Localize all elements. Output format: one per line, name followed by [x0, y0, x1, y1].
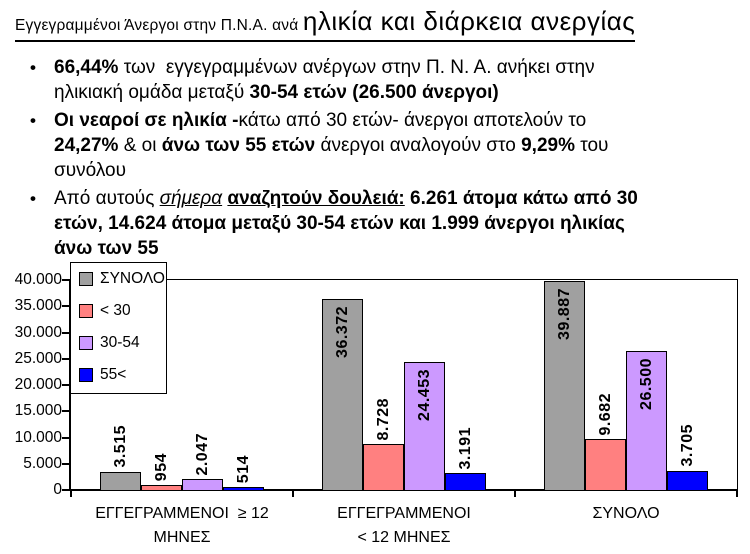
y-tick-mark [62, 410, 69, 413]
category-label-line: ΕΓΓΕΓΡΑΜΜΕΝΟΙ ≥ 12 [95, 505, 269, 522]
bar [322, 299, 363, 490]
y-tick-mark [62, 357, 69, 360]
bar-value-label: 9.682 [596, 392, 614, 436]
bullet-segment: Από αυτούς [54, 188, 160, 209]
legend-item: 55< [79, 366, 127, 383]
bullet-marker-icon: • [30, 111, 36, 130]
y-tick-label: 0 [53, 481, 62, 498]
x-tick-mark [70, 490, 72, 497]
bar-value-label: 954 [152, 452, 170, 481]
bar-value-label: 3.705 [678, 424, 696, 467]
bullet-segment: των εγγεγραμμένων ανέργων στην Π. Ν. Α. … [54, 57, 595, 103]
bar-value-label: 36.372 [333, 306, 351, 358]
bullet-item: • Από αυτούς σήμερα αναζητούν δουλειά: 6.… [30, 186, 736, 261]
bar-value-label: 8.728 [374, 397, 392, 441]
legend-swatch [79, 272, 93, 286]
bullet-segment: άνεργοι αναλογούν στο [315, 135, 522, 156]
bullet-marker-icon: • [30, 189, 36, 208]
bar [585, 439, 626, 490]
bullet-text: Από αυτούς σήμερα αναζητούν δουλειά: 6.2… [54, 186, 638, 261]
bullet-segment: του συνόλου [54, 135, 609, 181]
bar [223, 487, 264, 490]
bar-value-label: 26.500 [637, 357, 655, 410]
bullet-segment: κάτω από 30 ετών- άνεργοι αποτελούν το [238, 110, 587, 131]
category-label: ΕΓΓΕΓΡΑΜΜΕΝΟΙ ≥ 12 ΜΗΝΕΣ [71, 502, 293, 550]
y-tick-label: 10.000 [14, 428, 62, 446]
bar-value-label: 2.047 [193, 432, 211, 476]
bar [445, 473, 486, 490]
legend-label: ΣΥΝΟΛΟ [100, 270, 165, 287]
x-tick-mark [292, 490, 294, 497]
title-main: ηλικία και διάρκεια ανεργίας [302, 6, 636, 36]
bullet-segment: Οι νεαροί σε ηλικία - [54, 110, 239, 131]
legend-label: < 30 [100, 302, 131, 319]
legend-swatch [79, 336, 93, 350]
category-label: ΕΓΓΕΓΡΑΜΜΕΝΟΙ < 12 ΜΗΝΕΣ [293, 502, 515, 550]
y-tick-label: 5.000 [23, 454, 62, 472]
title-prefix: Εγγεγραμμένοι Άνεργοι στην Π.Ν.Α. ανά [15, 17, 303, 34]
bullet-text: Οι νεαροί σε ηλικία -κάτω από 30 ετών- ά… [54, 108, 608, 183]
x-tick-mark [736, 490, 738, 497]
bullet-text: 66,44% των εγγεγραμμένων ανέργων στην Π.… [54, 55, 595, 105]
bar-value-label: 3.191 [456, 426, 474, 470]
y-tick-mark [62, 279, 69, 281]
bar [100, 471, 141, 490]
y-tick-mark [62, 305, 69, 308]
bullet-marker-icon: • [30, 58, 36, 77]
bar [626, 350, 667, 490]
bullet-segment: αναζητούν δουλειά: [227, 188, 405, 209]
slide-title: Εγγεγραμμένοι Άνεργοι στην Π.Ν.Α. ανά ηλ… [15, 6, 636, 42]
bullet-segment: σήμερα [159, 188, 223, 209]
bullet-segment: & οι [118, 135, 162, 156]
bar [363, 444, 404, 490]
category-label-line: ΕΓΓΕΓΡΑΜΜΕΝΟΙ [337, 505, 471, 522]
y-tick-mark [62, 436, 69, 439]
bar-value-label: 3.515 [111, 425, 129, 468]
bullet-segment: 9,29% [521, 135, 575, 156]
bar [544, 280, 585, 490]
bullet-segment: 6.261 άτομα κάτω από 30 ετών, 14.624 άτο… [54, 188, 638, 259]
y-tick-label: 20.000 [14, 376, 62, 393]
bar [667, 470, 708, 490]
bullet-segment: 30-54 ετών (26.500 άνεργοι) [249, 82, 499, 103]
y-tick-label: 30.000 [14, 323, 62, 341]
bar-value-label: 514 [234, 455, 252, 484]
bar-value-label: 24.453 [415, 368, 433, 421]
legend-swatch [79, 368, 93, 382]
y-tick-label: 35.000 [14, 297, 62, 315]
legend-item: < 30 [79, 302, 131, 319]
y-tick-mark [62, 462, 69, 465]
bar [404, 361, 445, 490]
legend-label: 55< [100, 366, 127, 383]
y-tick-mark [62, 331, 69, 334]
category-label-line: < 12 ΜΗΝΕΣ [357, 529, 451, 546]
category-label-line: ΣΥΝΟΛΟ [592, 505, 660, 522]
category-label: ΣΥΝΟΛΟ [515, 502, 737, 526]
bullet-segment: άνω των 55 ετών [161, 135, 316, 156]
bullet-item: • Οι νεαροί σε ηλικία -κάτω από 30 ετών- … [30, 108, 736, 183]
legend: ΣΥΝΟΛΟ < 30 30-54 55< [70, 262, 167, 394]
bar [141, 484, 182, 490]
y-tick-mark [62, 384, 69, 386]
y-tick-label: 40.000 [14, 271, 62, 288]
y-tick-label: 25.000 [14, 349, 62, 367]
bullet-list: • 66,44% των εγγεγραμμένων ανέργων στην Π… [30, 55, 736, 264]
bullet-segment: 66,44% [54, 57, 119, 78]
y-tick-label: 15.000 [14, 402, 62, 420]
y-tick-mark [62, 489, 69, 491]
x-tick-mark [514, 490, 516, 497]
bullet-item: • 66,44% των εγγεγραμμένων ανέργων στην Π… [30, 55, 736, 105]
legend-label: 30-54 [100, 334, 140, 351]
bar-value-label: 39.887 [555, 287, 573, 340]
category-label-line: ΜΗΝΕΣ [153, 529, 211, 546]
bullet-segment: 24,27% [54, 135, 119, 156]
bar [182, 479, 223, 490]
legend-item: ΣΥΝΟΛΟ [79, 270, 165, 287]
legend-swatch [79, 304, 93, 318]
legend-item: 30-54 [79, 334, 140, 351]
